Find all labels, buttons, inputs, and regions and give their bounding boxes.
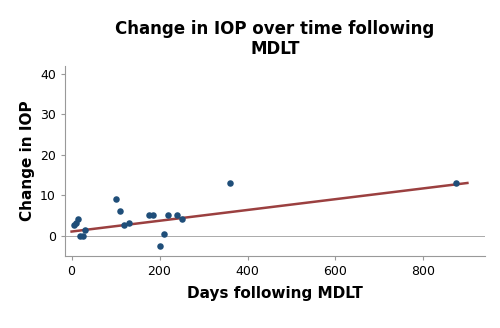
Point xyxy=(149,213,157,218)
Y-axis label: Change in IOP: Change in IOP xyxy=(20,100,34,221)
Point xyxy=(120,223,128,228)
Title: Change in IOP over time following
MDLT: Change in IOP over time following MDLT xyxy=(116,20,434,58)
X-axis label: Days following MDLT: Days following MDLT xyxy=(187,286,363,301)
Point xyxy=(72,221,80,226)
Point xyxy=(226,180,234,186)
Point xyxy=(81,227,89,232)
Point xyxy=(125,221,133,226)
Point xyxy=(173,213,181,218)
Point xyxy=(144,213,152,218)
Point xyxy=(76,233,84,238)
Point xyxy=(112,196,120,202)
Point xyxy=(70,223,78,228)
Point xyxy=(452,180,460,186)
Point xyxy=(116,209,124,214)
Point xyxy=(160,231,168,236)
Point xyxy=(78,234,86,239)
Point xyxy=(156,243,164,248)
Point xyxy=(178,217,186,222)
Point xyxy=(74,217,82,222)
Point xyxy=(164,213,172,218)
